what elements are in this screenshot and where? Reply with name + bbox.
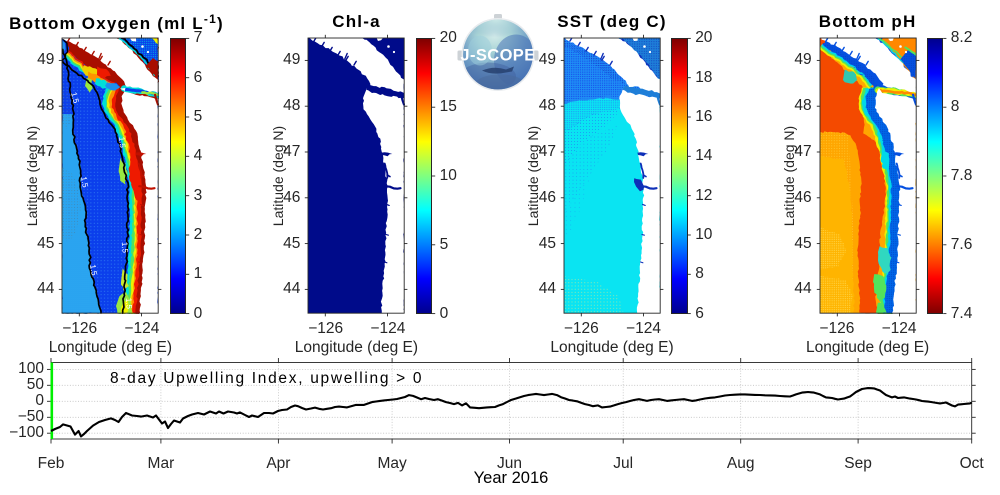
svg-text:J-SCOPE: J-SCOPE — [460, 47, 535, 65]
svg-text:1.5: 1.5 — [79, 176, 90, 189]
svg-text:1.5: 1.5 — [88, 264, 99, 277]
svg-text:1.5: 1.5 — [69, 92, 81, 106]
svg-text:1.5: 1.5 — [124, 298, 134, 310]
svg-text:1.5: 1.5 — [117, 137, 127, 149]
svg-text:1.5: 1.5 — [120, 242, 130, 254]
